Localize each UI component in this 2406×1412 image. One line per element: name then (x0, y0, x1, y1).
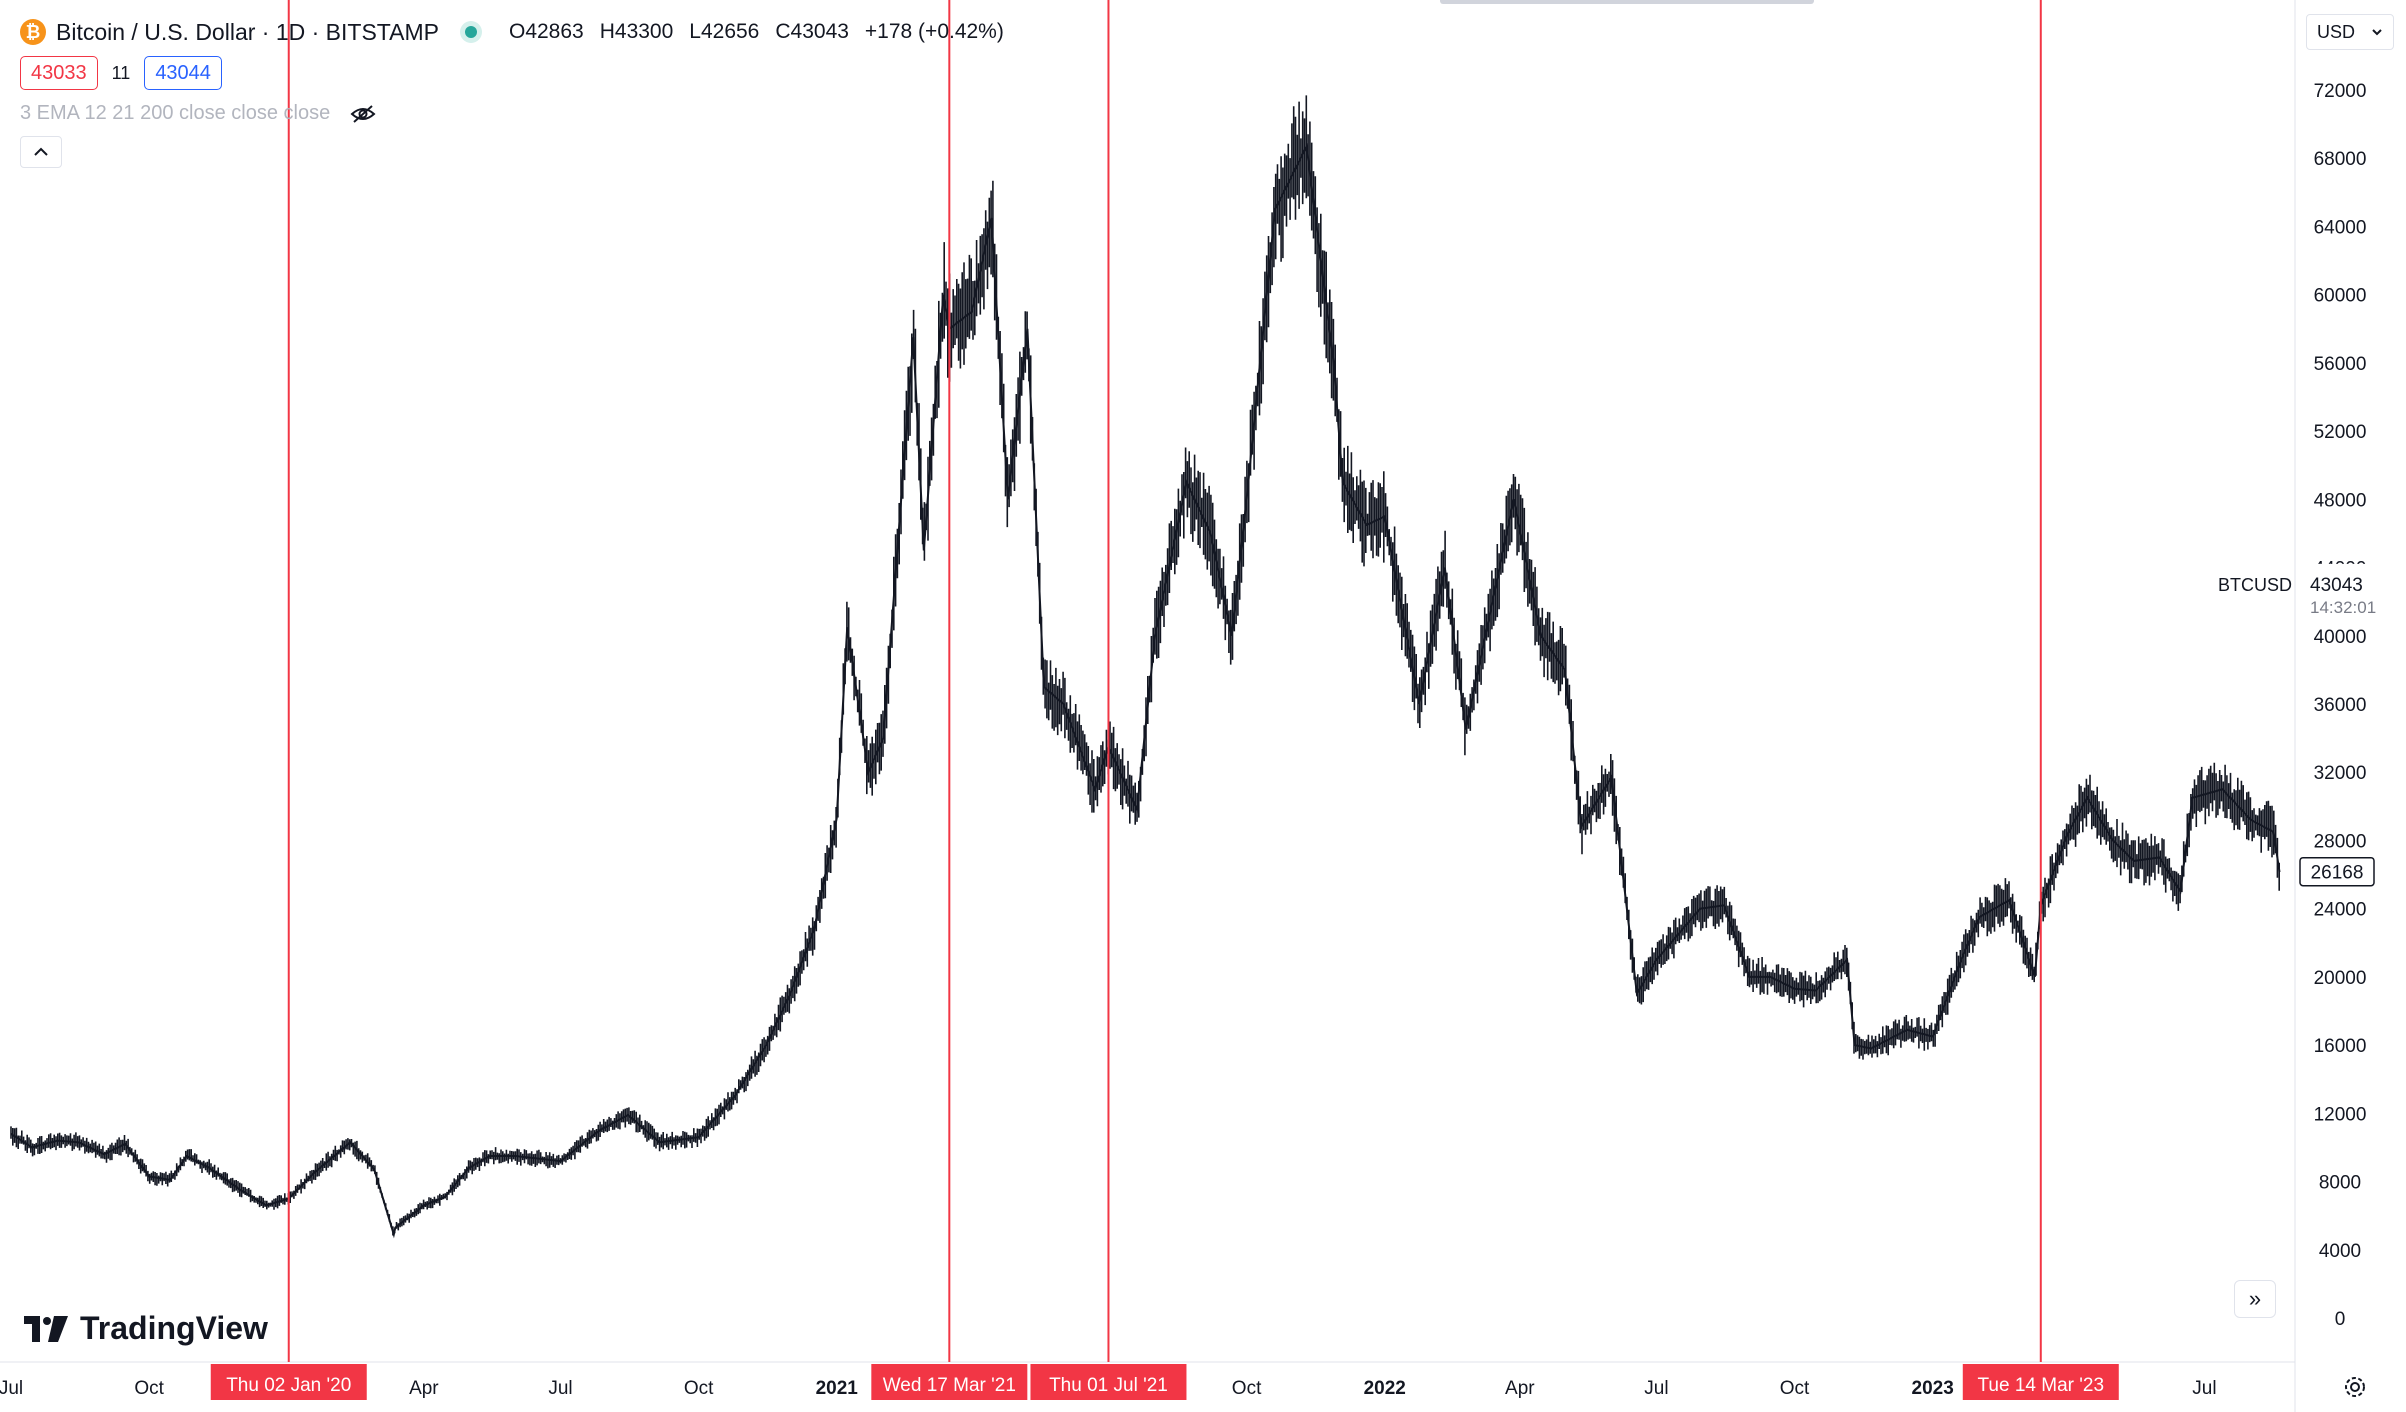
vertical-marker-date-box (871, 1364, 1028, 1400)
x-tick-label: 2022 (1364, 1378, 1406, 1399)
change-value: +178 (+0.42%) (864, 20, 1004, 43)
x-tick-label: 2021 (816, 1378, 859, 1399)
y-tick-label: 8000 (2319, 1173, 2361, 1194)
x-tick-label: Jul (0, 1378, 23, 1399)
vertical-marker-date-label: Thu 02 Jan '20 (226, 1375, 351, 1396)
indicator-legend[interactable]: 3 EMA 12 21 200 close close close (20, 102, 376, 125)
y-tick-label: 68000 (2314, 149, 2367, 170)
vertical-marker-date-box (210, 1364, 367, 1400)
symbol-legend: ₿ Bitcoin / U.S. Dollar · 1D · BITSTAMP … (20, 14, 1004, 50)
tradingview-logo-icon (24, 1315, 68, 1342)
y-tick-label: 56000 (2314, 354, 2367, 375)
x-tick-label: Oct (1232, 1378, 1262, 1399)
bar-countdown: 14:32:01 (2310, 598, 2376, 617)
chevron-down-icon (2372, 29, 2382, 36)
x-tick-label: Oct (684, 1378, 714, 1399)
close-value: C43043 (775, 20, 849, 43)
vertical-marker-date-box (1030, 1364, 1187, 1400)
x-tick-label: Oct (134, 1378, 164, 1399)
y-tick-label: 40000 (2314, 627, 2367, 648)
settings-button[interactable] (2340, 1372, 2370, 1402)
price-line (10, 142, 2281, 1239)
y-tick-label: 52000 (2314, 422, 2367, 443)
x-tick-label: 2023 (1912, 1378, 1954, 1399)
symbol-price-label-name: BTCUSD (2218, 575, 2292, 595)
bitcoin-icon: ₿ (20, 19, 46, 45)
buy-price-button[interactable]: 43044 (144, 56, 222, 90)
market-open-indicator (464, 26, 477, 38)
x-tick-label: Apr (409, 1378, 439, 1399)
y-tick-label: 24000 (2314, 900, 2367, 921)
y-tick-label: 60000 (2314, 286, 2367, 307)
collapse-legend-button[interactable] (20, 136, 62, 168)
open-value: O42863 (508, 20, 584, 43)
y-tick-label: 72000 (2314, 81, 2367, 102)
y-tick-label: 0 (2335, 1309, 2346, 1330)
x-tick-label: Jul (548, 1378, 572, 1399)
x-tick-label: Jul (1644, 1378, 1668, 1399)
x-tick-label: Oct (1780, 1378, 1810, 1399)
price-series (10, 95, 2281, 1239)
tradingview-logo-text: TradingView (80, 1310, 268, 1346)
x-tick-label: Apr (1505, 1378, 1535, 1399)
y-tick-label: 12000 (2314, 1104, 2367, 1125)
symbol-price-label-bg (2300, 563, 2404, 616)
trade-prices: 43033 11 43044 (20, 56, 222, 90)
gear-icon (2345, 1377, 2365, 1397)
spread-value: 11 (111, 62, 131, 83)
y-tick-label: 28000 (2314, 831, 2367, 852)
chevron-up-icon (34, 147, 48, 156)
low-value: L42656 (689, 20, 760, 43)
y-tick-label: 32000 (2314, 763, 2367, 784)
symbol-title[interactable]: Bitcoin / U.S. Dollar · 1D · BITSTAMP (56, 18, 439, 45)
vertical-marker-date-label: Tue 14 Mar '23 (1978, 1375, 2105, 1396)
scroll-to-realtime-button[interactable]: » (2234, 1280, 2276, 1318)
currency-select[interactable]: USD (2306, 14, 2394, 50)
vertical-marker-date-label: Thu 01 Jul '21 (1049, 1375, 1168, 1396)
last-price-box (2299, 856, 2375, 887)
tradingview-logo[interactable]: TradingView (24, 1310, 268, 1347)
double-chevron-right-icon: » (2248, 1286, 2262, 1311)
x-tick-label: Jul (2192, 1378, 2216, 1399)
top-drag-handle[interactable] (1440, 0, 1814, 4)
y-tick-label: 36000 (2314, 695, 2367, 716)
indicator-label[interactable]: 3 EMA 12 21 200 close close close (20, 102, 331, 124)
y-tick-label: 4000 (2319, 1241, 2361, 1262)
sell-price-button[interactable]: 43033 (20, 56, 98, 90)
ohlc-values: O42863 H43300 L42656 C43043 +178 (+0.42%… (509, 20, 1004, 44)
y-tick-label: 64000 (2314, 217, 2367, 238)
vertical-marker-date-box (1962, 1364, 2119, 1400)
eye-crossed-icon[interactable] (350, 104, 376, 124)
last-price-value: 26168 (2311, 863, 2364, 884)
y-tick-label: 48000 (2314, 490, 2367, 511)
vertical-marker-date-label: Wed 17 Mar '21 (883, 1375, 1016, 1396)
currency-label: USD (2317, 21, 2356, 42)
y-tick-label: 20000 (2314, 968, 2367, 989)
symbol-price-label-value: 43043 (2310, 575, 2363, 596)
high-value: H43300 (599, 20, 674, 43)
y-tick-label: 16000 (2314, 1036, 2367, 1057)
